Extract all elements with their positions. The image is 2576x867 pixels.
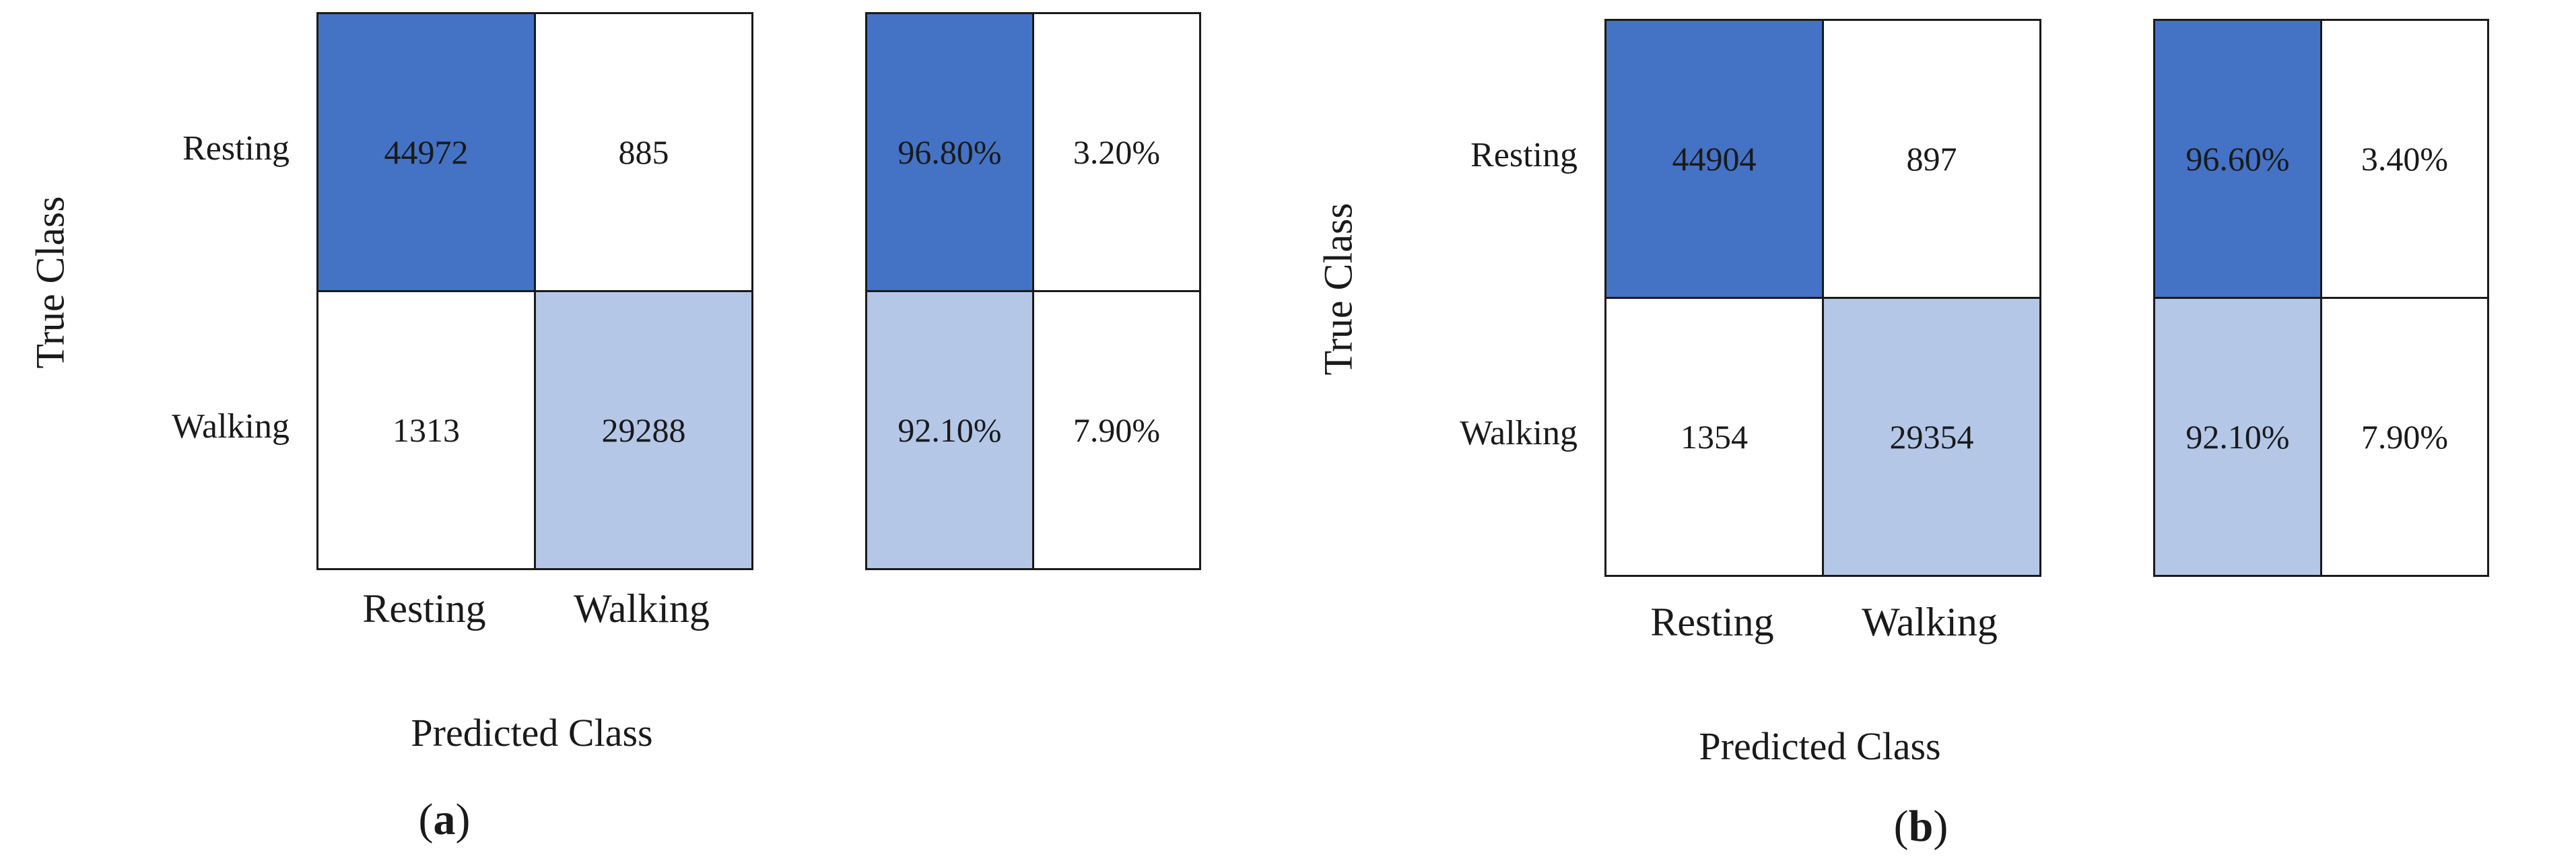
percent-matrix-a-cell-r0-c0: 96.80% xyxy=(867,14,1032,290)
y-axis-title: True Class xyxy=(1316,203,1361,376)
subfigure-label-a: (a) xyxy=(418,795,471,844)
count-matrix-b-cell-r1-c1: 29354 xyxy=(1824,299,2039,575)
y-axis-title: True Class xyxy=(28,196,73,369)
percent-matrix-a-cell-r0-c1: 3.20% xyxy=(1034,14,1199,290)
confusion-panel-a: 44972 885 1313 29288 96.80% 3.20% 92.10% 7.90% R… xyxy=(28,12,1201,844)
row-label-resting: Resting xyxy=(1470,136,1578,174)
subfigure-label-b: (b) xyxy=(1893,802,1948,851)
percent-matrix-b-cell-r1-c1: 7.90% xyxy=(2322,299,2487,575)
count-matrix-a-cell-r1-c1: 29288 xyxy=(536,292,751,568)
col-label-resting: Resting xyxy=(1650,600,1774,644)
count-matrix-a-cell-r1-c0: 1313 xyxy=(318,292,534,568)
count-matrix-a: 44972 885 1313 29288 xyxy=(316,12,753,570)
col-label-walking: Walking xyxy=(574,586,710,631)
percent-matrix-b-cell-r0-c0: 96.60% xyxy=(2155,21,2320,297)
count-matrix-a-cell-r0-c1: 885 xyxy=(536,14,751,290)
percent-matrix-a-cell-r1-c0: 92.10% xyxy=(867,292,1032,568)
percent-matrix-b: 96.60% 3.40% 92.10% 7.90% xyxy=(2153,19,2489,577)
percent-matrix-a-cell-r1-c1: 7.90% xyxy=(1034,292,1199,568)
col-label-walking: Walking xyxy=(1862,600,1998,644)
row-label-walking: Walking xyxy=(1460,414,1578,452)
x-axis-title: Predicted Class xyxy=(1699,724,1941,768)
count-matrix-b-cell-r0-c1: 897 xyxy=(1824,21,2039,297)
percent-matrix-b-cell-r0-c1: 3.40% xyxy=(2322,21,2487,297)
x-axis-title: Predicted Class xyxy=(411,711,653,755)
row-label-resting: Resting xyxy=(182,129,290,168)
count-matrix-b-cell-r0-c0: 44904 xyxy=(1606,21,1822,297)
confusion-panel-b: 44904 897 1354 29354 96.60% 3.40% 92.10% 7.90% R… xyxy=(1288,0,2576,867)
percent-matrix-a: 96.80% 3.20% 92.10% 7.90% xyxy=(865,12,1201,570)
count-matrix-b: 44904 897 1354 29354 xyxy=(1604,19,2041,577)
count-matrix-a-cell-r0-c0: 44972 xyxy=(318,14,534,290)
count-matrix-b-cell-r1-c0: 1354 xyxy=(1606,299,1822,575)
row-label-walking: Walking xyxy=(172,407,290,446)
col-label-resting: Resting xyxy=(362,586,486,631)
percent-matrix-b-cell-r1-c0: 92.10% xyxy=(2155,299,2320,575)
